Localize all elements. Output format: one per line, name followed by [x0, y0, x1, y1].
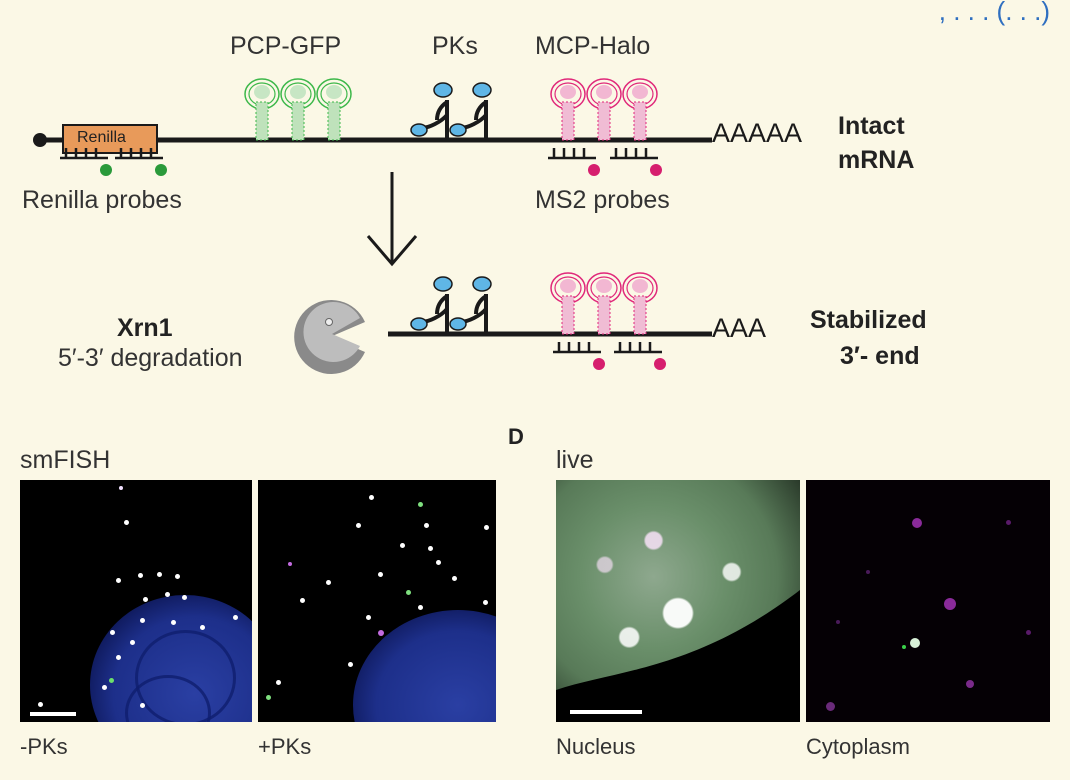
caption-cytoplasm: Cytoplasm — [806, 734, 910, 759]
stabilized-label-line2: 3′- end — [840, 342, 920, 370]
caption-minus-pks: -PKs — [20, 734, 68, 759]
cropped-header-text: , . . . (. . .) — [938, 0, 1050, 26]
panel-letter-d: D — [508, 424, 524, 449]
poly-a-tail-long: AAAAA — [712, 118, 803, 148]
smfish-title: smFISH — [20, 446, 111, 474]
degradation-label: 5′-3′ degradation — [58, 344, 243, 372]
live-cytoplasm-image — [806, 480, 1050, 722]
stabilized-label-line1: Stabilized — [810, 306, 927, 334]
process-arrow-head — [366, 235, 418, 267]
intact-label-line2: mRNA — [838, 146, 915, 174]
intact-label-line1: Intact — [838, 112, 905, 140]
ms2-probes-label: MS2 probes — [535, 186, 670, 214]
renilla-probes-label: Renilla probes — [22, 186, 182, 214]
caption-nucleus: Nucleus — [556, 734, 636, 759]
scale-bar — [30, 712, 76, 716]
smfish-plus-pks-image — [258, 480, 496, 722]
label-pks: PKs — [432, 32, 478, 60]
smfish-minus-pks-image — [20, 480, 252, 722]
scale-bar — [570, 710, 642, 714]
label-pcp-gfp: PCP-GFP — [230, 32, 342, 60]
xrn1-pacman-icon — [294, 300, 365, 375]
renilla-box-label: Renilla — [77, 129, 126, 146]
label-mcp-halo: MCP-Halo — [535, 32, 651, 60]
live-nucleus-image — [556, 480, 800, 722]
xrn1-label: Xrn1 — [117, 314, 173, 342]
poly-a-tail-short: AAA — [712, 313, 767, 343]
caption-plus-pks: +PKs — [258, 734, 312, 759]
cap-dot — [33, 133, 47, 147]
live-title: live — [556, 446, 594, 474]
mrna-schematic — [33, 78, 712, 375]
